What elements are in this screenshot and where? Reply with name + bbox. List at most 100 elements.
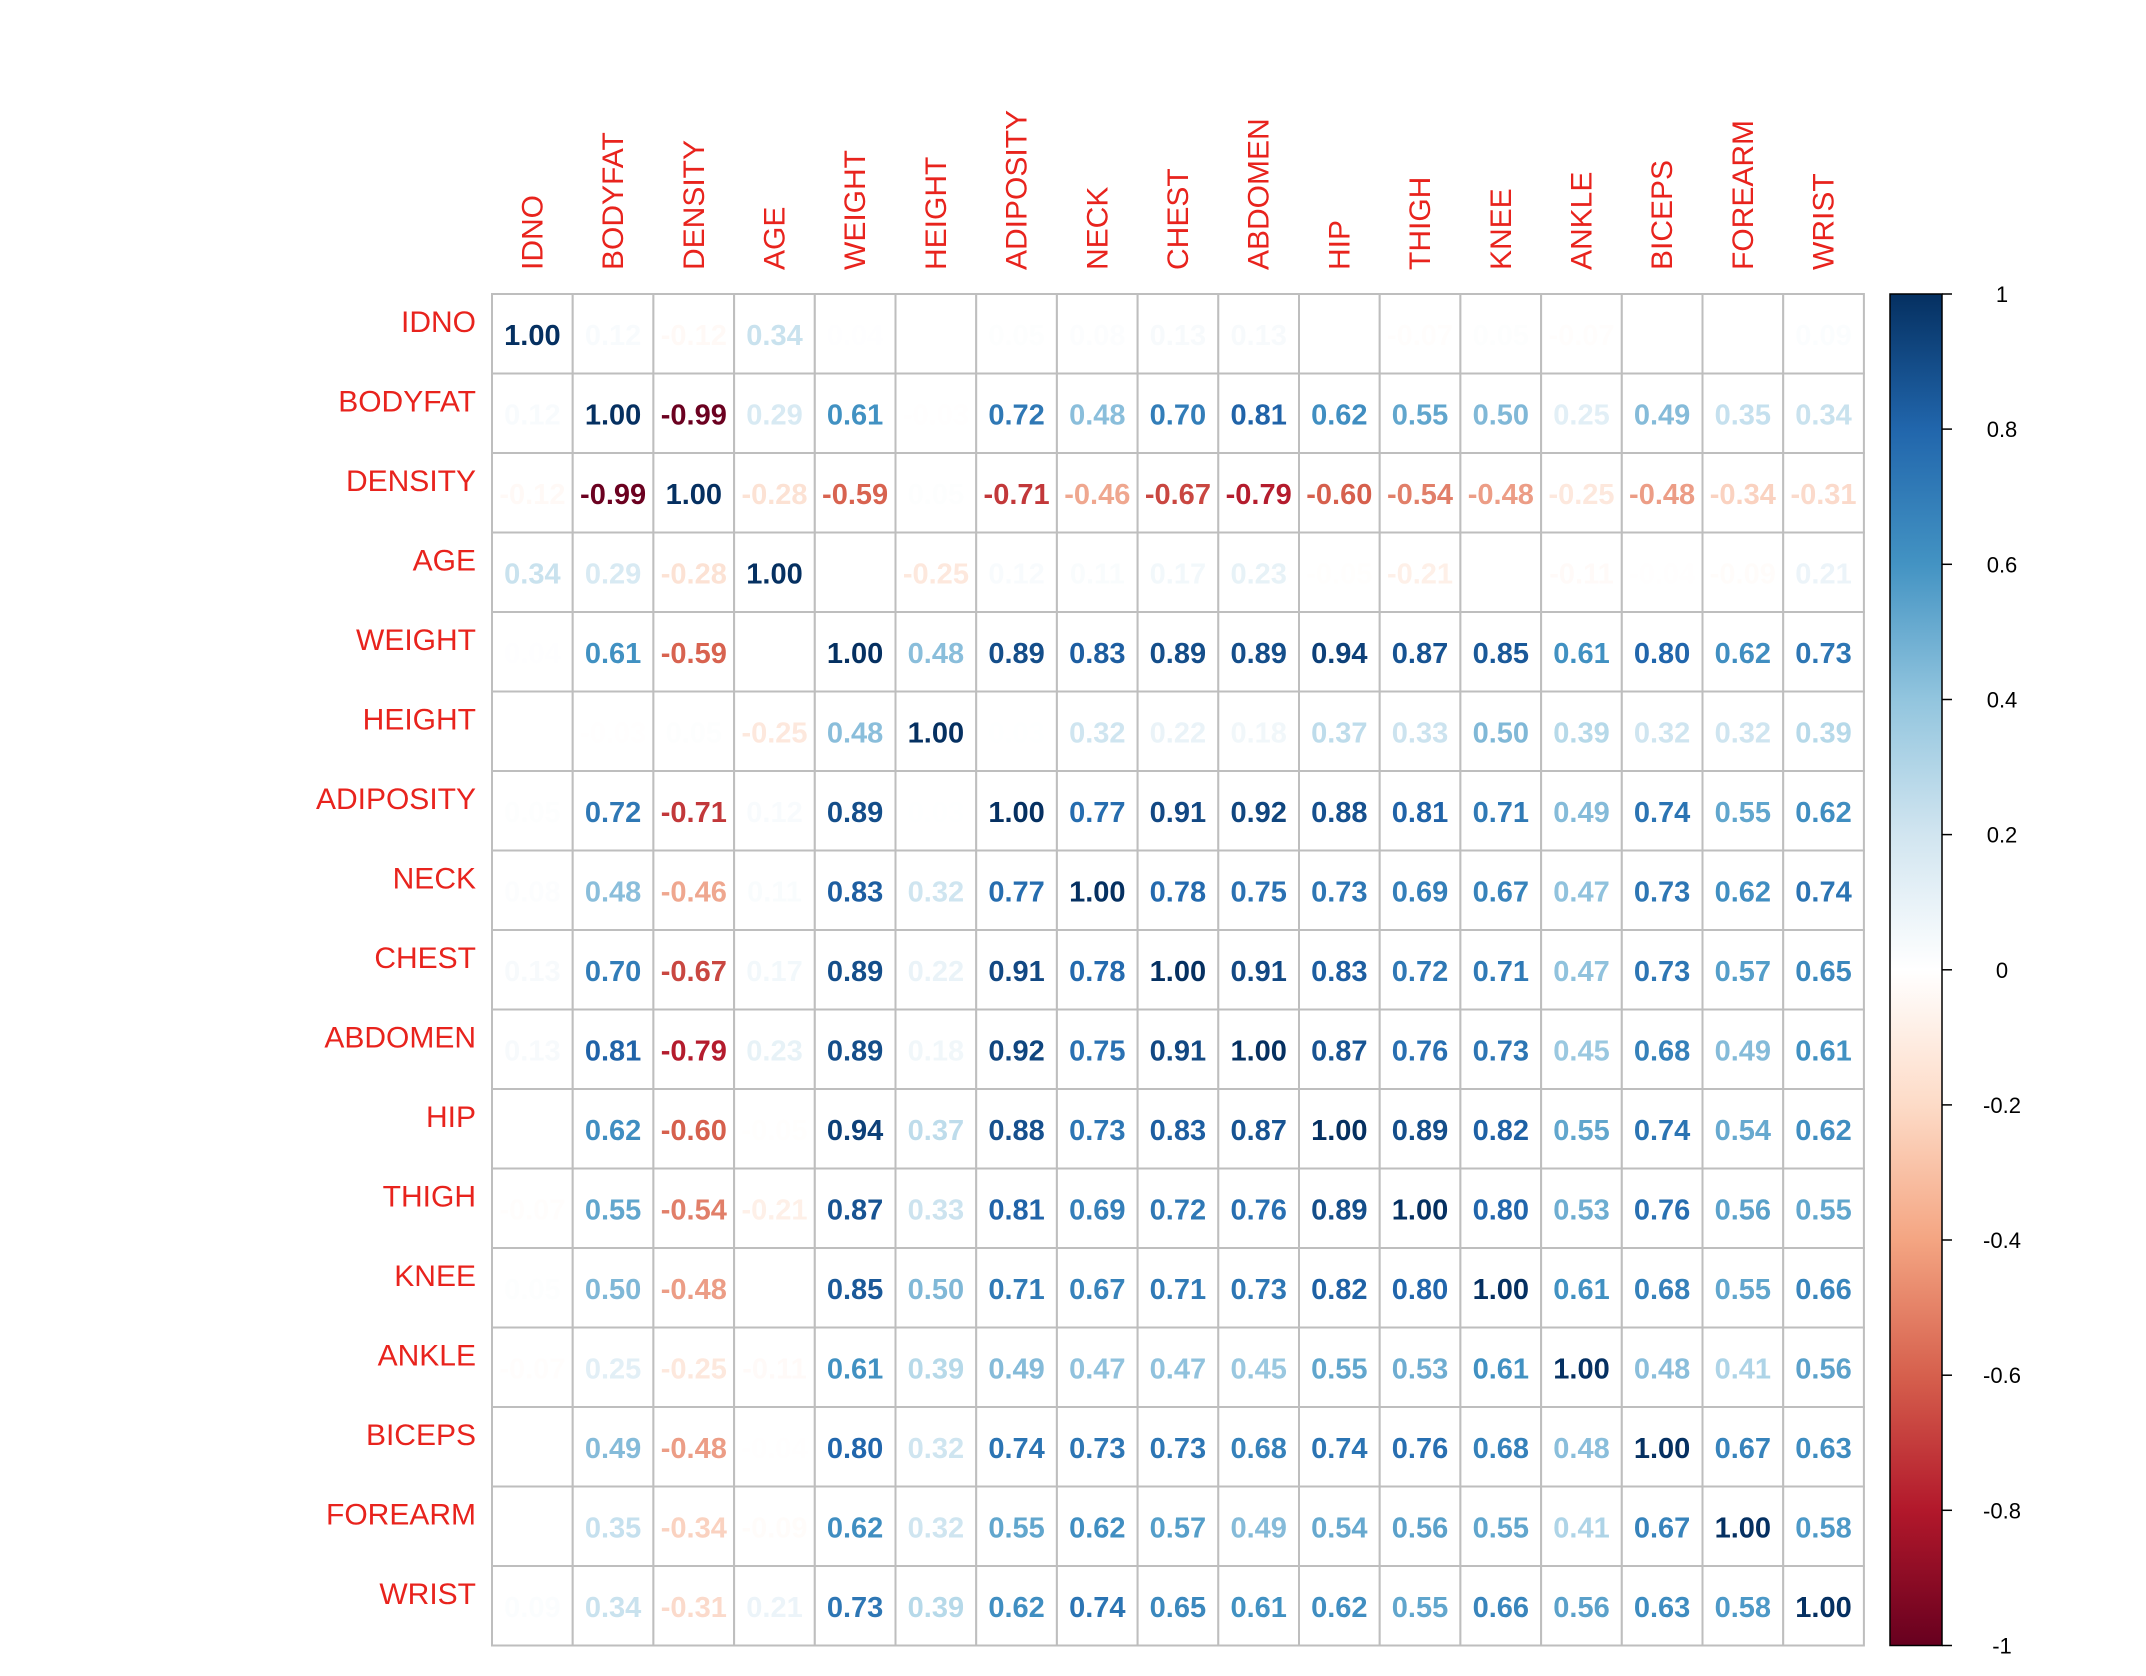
- cell-density-bodyfat: [571, 452, 655, 534]
- cell-thigh-thigh: [1378, 1167, 1462, 1249]
- value-bodyfat-neck: 0.48: [1069, 399, 1125, 431]
- cell-wrist-knee: [1459, 1565, 1543, 1647]
- value-adiposity-chest: 0.91: [1150, 797, 1206, 829]
- value-wrist-ankle: 0.56: [1553, 1592, 1609, 1624]
- value-adiposity-forearm: 0.55: [1715, 797, 1771, 829]
- value-density-hip: -0.60: [1306, 479, 1372, 511]
- value-age-adiposity: 0.12: [988, 558, 1044, 590]
- color-legend: 1 0.8 0.6 0.4 0.2 0 -0.2 -0.4 -0.6 -0.8 -1: [1889, 282, 2021, 1659]
- row-label-wrist: WRIST: [379, 1578, 476, 1611]
- cell-adiposity-wrist: [1782, 770, 1865, 852]
- value-abdomen-hip: 0.87: [1311, 1035, 1367, 1067]
- cell-chest-bodyfat: [571, 929, 655, 1011]
- color-bar-tick-label: 0.8: [1987, 417, 2018, 442]
- col-label-forearm: FOREARM: [1727, 120, 1760, 270]
- row-label-thigh: THIGH: [383, 1180, 476, 1213]
- value-hip-chest: 0.83: [1150, 1115, 1206, 1147]
- col-label-idno: IDNO: [516, 195, 549, 270]
- value-biceps-thigh: 0.76: [1392, 1433, 1448, 1465]
- value-height-abdomen: 0.18: [1230, 717, 1286, 749]
- value-adiposity-density: -0.71: [661, 797, 727, 829]
- value-weight-density: -0.59: [661, 638, 727, 670]
- value-thigh-idno: -0.07: [499, 1194, 565, 1226]
- cell-bodyfat-abdomen: [1217, 372, 1301, 454]
- value-height-age: -0.25: [741, 717, 807, 749]
- color-bar-tick-label: -0.6: [1983, 1363, 2021, 1388]
- cell-forearm-bodyfat: [571, 1485, 655, 1567]
- value-ankle-idno: -0.07: [499, 1353, 565, 1385]
- row-label-height: HEIGHT: [363, 703, 476, 736]
- value-bodyfat-bodyfat: 1.00: [585, 399, 641, 431]
- cell-height-biceps: [1620, 690, 1704, 772]
- cell-age-neck: [1055, 531, 1139, 613]
- value-thigh-biceps: 0.76: [1634, 1194, 1690, 1226]
- cell-ankle-idno: [491, 1326, 574, 1408]
- value-height-bodyfat: -0.03: [580, 717, 646, 749]
- cell-biceps-neck: [1055, 1406, 1139, 1488]
- value-age-wrist: 0.21: [1795, 558, 1851, 590]
- row-label-hip: HIP: [426, 1101, 476, 1134]
- value-wrist-adiposity: 0.62: [988, 1592, 1044, 1624]
- value-ankle-hip: 0.55: [1311, 1353, 1367, 1385]
- value-abdomen-thigh: 0.76: [1392, 1035, 1448, 1067]
- cell-wrist-height: [894, 1565, 978, 1647]
- value-weight-wrist: 0.73: [1795, 638, 1851, 670]
- value-knee-height: 0.50: [908, 1274, 964, 1306]
- value-weight-idno: 0.04: [504, 638, 560, 670]
- value-knee-neck: 0.67: [1069, 1274, 1125, 1306]
- value-weight-adiposity: 0.89: [988, 638, 1044, 670]
- cell-density-density: [652, 452, 736, 534]
- cell-chest-density: [652, 929, 736, 1011]
- value-abdomen-adiposity: 0.92: [988, 1035, 1044, 1067]
- cell-chest-height: [894, 929, 978, 1011]
- col-label-thigh: THIGH: [1404, 177, 1437, 270]
- value-ankle-abdomen: 0.45: [1230, 1353, 1286, 1385]
- cell-wrist-wrist: [1782, 1565, 1865, 1647]
- value-thigh-age: -0.21: [741, 1194, 807, 1226]
- cell-age-density: [652, 531, 736, 613]
- cell-ankle-neck: [1055, 1326, 1139, 1408]
- value-idno-wrist: 0.09: [1795, 320, 1851, 352]
- cell-neck-adiposity: [975, 849, 1058, 931]
- cell-wrist-abdomen: [1217, 1565, 1301, 1647]
- cell-neck-abdomen: [1217, 849, 1301, 931]
- cell-height-wrist: [1782, 690, 1865, 772]
- value-density-idno: -0.12: [499, 479, 565, 511]
- value-hip-density: -0.60: [661, 1115, 727, 1147]
- cell-bodyfat-idno: [491, 372, 574, 454]
- value-neck-neck: 1.00: [1069, 876, 1125, 908]
- col-label-adiposity: ADIPOSITY: [1001, 110, 1034, 270]
- cell-adiposity-weight: [813, 770, 897, 852]
- cell-density-knee: [1459, 452, 1543, 534]
- value-ankle-weight: 0.61: [827, 1353, 883, 1385]
- cell-forearm-idno: [491, 1485, 574, 1567]
- cell-age-age: [733, 531, 816, 613]
- cell-ankle-chest: [1136, 1326, 1220, 1408]
- value-forearm-age: -0.09: [741, 1512, 807, 1544]
- value-forearm-wrist: 0.58: [1795, 1512, 1851, 1544]
- value-height-thigh: 0.33: [1392, 717, 1448, 749]
- value-density-density: 1.00: [666, 479, 722, 511]
- value-idno-hip: 0.02: [1311, 320, 1367, 352]
- value-bodyfat-adiposity: 0.72: [988, 399, 1044, 431]
- cell-hip-height: [894, 1088, 978, 1170]
- value-wrist-age: 0.21: [746, 1592, 802, 1624]
- cell-density-ankle: [1540, 452, 1623, 534]
- value-forearm-forearm: 1.00: [1715, 1512, 1771, 1544]
- cell-bodyfat-density: [652, 372, 736, 454]
- value-chest-neck: 0.78: [1069, 956, 1125, 988]
- value-abdomen-wrist: 0.61: [1795, 1035, 1851, 1067]
- cell-weight-bodyfat: [571, 611, 655, 693]
- cell-ankle-adiposity: [975, 1326, 1058, 1408]
- cell-weight-neck: [1055, 611, 1139, 693]
- value-age-bodyfat: 0.29: [585, 558, 641, 590]
- value-idno-neck: 0.08: [1069, 320, 1125, 352]
- value-biceps-abdomen: 0.68: [1230, 1433, 1286, 1465]
- cell-ankle-knee: [1459, 1326, 1543, 1408]
- cell-adiposity-neck: [1055, 770, 1139, 852]
- cell-wrist-forearm: [1701, 1565, 1785, 1647]
- value-adiposity-weight: 0.89: [827, 797, 883, 829]
- value-chest-weight: 0.89: [827, 956, 883, 988]
- value-abdomen-chest: 0.91: [1150, 1035, 1206, 1067]
